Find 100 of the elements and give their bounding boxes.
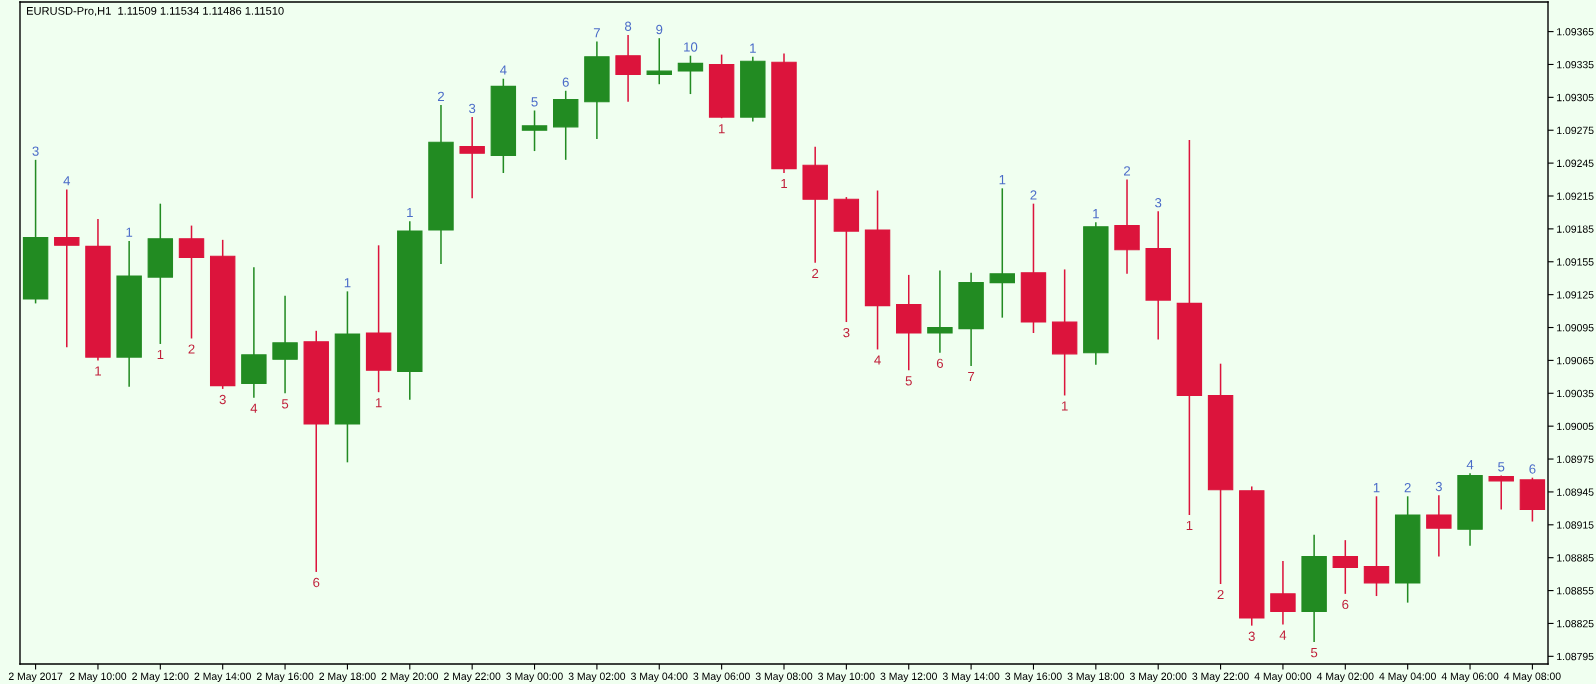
annotation: 4 <box>1466 460 1474 470</box>
annotation: 3 <box>1155 198 1162 208</box>
x-tick-label: 4 May 08:00 <box>1503 672 1561 683</box>
annotation: 1 <box>999 175 1006 185</box>
x-tick-label: 3 May 14:00 <box>942 672 1000 683</box>
y-tick-label: 1.08855 <box>1557 587 1594 595</box>
annotation: 4 <box>63 176 71 186</box>
x-tick-label: 4 May 02:00 <box>1316 672 1374 683</box>
annotation: 10 <box>684 42 698 52</box>
annotation: 2 <box>437 91 444 101</box>
annotation: 1 <box>718 124 725 134</box>
y-tick-label: 1.09335 <box>1557 60 1594 69</box>
annotation: 7 <box>968 371 975 381</box>
y-tick-label: 1.08885 <box>1557 554 1594 562</box>
x-tick-label: 2 May 10:00 <box>69 672 127 683</box>
candlestick <box>677 54 704 95</box>
annotation: 4 <box>250 403 258 413</box>
annotation: 2 <box>1404 482 1411 493</box>
x-tick-label: 3 May 04:00 <box>631 672 688 683</box>
y-tick-label: 1.09215 <box>1557 192 1594 200</box>
candlestick <box>646 37 672 85</box>
annotation: 6 <box>1342 599 1349 610</box>
y-tick-label: 1.09005 <box>1557 422 1594 431</box>
annotation: 3 <box>1435 481 1442 492</box>
candlestick <box>459 116 485 199</box>
annotation: 3 <box>32 146 39 156</box>
annotation: 5 <box>1310 648 1318 658</box>
candlestick <box>521 109 548 152</box>
y-tick-label: 1.08825 <box>1557 619 1594 628</box>
x-tick-label: 2 May 16:00 <box>256 672 314 683</box>
x-tick-label: 2 May 12:00 <box>132 672 189 683</box>
annotation: 6 <box>313 577 320 588</box>
annotation: 7 <box>593 28 600 38</box>
y-tick-label: 1.08795 <box>1557 652 1594 661</box>
annotation: 3 <box>843 327 850 338</box>
y-tick-label: 1.09065 <box>1557 356 1594 365</box>
y-tick-label: 1.09035 <box>1557 389 1594 398</box>
annotation: 3 <box>1248 631 1255 641</box>
y-tick-label: 1.08945 <box>1557 488 1594 496</box>
x-tick-label: 3 May 02:00 <box>568 672 626 683</box>
candlestick <box>989 187 1016 319</box>
x-tick-label: 2 May 20:00 <box>381 672 439 683</box>
y-tick-label: 1.09155 <box>1557 258 1594 266</box>
annotation: 1 <box>407 208 413 218</box>
annotation: 1 <box>126 227 133 237</box>
x-tick-label: 3 May 06:00 <box>693 672 750 683</box>
y-tick-label: 1.09185 <box>1557 225 1594 233</box>
annotation: 1 <box>1061 401 1068 411</box>
x-tick-label: 4 May 04:00 <box>1379 672 1436 683</box>
candlestick <box>54 188 80 349</box>
annotation: 5 <box>1498 462 1505 472</box>
annotation: 4 <box>499 65 507 75</box>
annotation: 6 <box>562 77 569 87</box>
annotation: 5 <box>905 376 912 386</box>
annotation: 1 <box>375 398 382 408</box>
annotation: 4 <box>1279 630 1287 640</box>
annotation: 3 <box>469 103 476 114</box>
annotation: 1 <box>1093 209 1099 219</box>
x-tick-label: 3 May 08:00 <box>755 672 813 683</box>
chart-title: EURUSD-Pro,H1 1.11509 1.11534 1.11486 1.11510 <box>27 6 284 17</box>
y-tick-label: 1.09275 <box>1557 126 1594 135</box>
x-tick-label: 2 May 22:00 <box>444 672 501 683</box>
x-tick-label: 3 May 20:00 <box>1129 672 1187 683</box>
y-tick-label: 1.08915 <box>1557 521 1594 529</box>
annotation: 9 <box>656 24 663 35</box>
x-tick-label: 4 May 00:00 <box>1254 672 1312 683</box>
candlestick <box>1488 474 1514 511</box>
annotation: 5 <box>281 399 289 409</box>
annotation: 4 <box>874 355 881 365</box>
x-tick-label: 4 May 06:00 <box>1441 672 1499 683</box>
annotation: 3 <box>219 394 226 405</box>
x-tick-label: 3 May 22:00 <box>1192 672 1249 683</box>
annotation: 5 <box>531 97 538 107</box>
annotation: 2 <box>1217 589 1224 600</box>
x-tick-label: 3 May 12:00 <box>880 672 937 683</box>
y-tick-label: 1.09125 <box>1557 291 1594 299</box>
annotation: 6 <box>936 358 944 368</box>
annotation: 6 <box>1529 464 1536 474</box>
x-tick-label: 3 May 18:00 <box>1067 672 1125 683</box>
y-tick-label: 1.09095 <box>1557 324 1594 332</box>
y-tick-label: 1.09365 <box>1557 28 1594 36</box>
annotation: 8 <box>624 21 632 31</box>
y-tick-label: 1.08975 <box>1557 455 1594 463</box>
annotation: 1 <box>781 179 788 189</box>
annotation: 1 <box>1186 520 1193 531</box>
x-tick-label: 3 May 16:00 <box>1005 672 1062 683</box>
y-tick-label: 1.09245 <box>1557 159 1594 167</box>
annotation: 1 <box>344 278 351 288</box>
x-tick-label: 2 May 14:00 <box>194 672 251 683</box>
annotation: 2 <box>1124 166 1131 176</box>
x-tick-label: 3 May 10:00 <box>818 672 875 683</box>
x-tick-label: 2 May 18:00 <box>319 672 376 683</box>
x-tick-label: 3 May 00:00 <box>506 672 563 683</box>
annotation: 2 <box>812 268 819 278</box>
annotation: 1 <box>95 366 101 376</box>
x-tick-label: 2 May 2017 <box>8 672 63 683</box>
annotation: 1 <box>157 350 164 360</box>
y-tick-label: 1.09305 <box>1557 93 1594 102</box>
candlestick <box>927 269 953 354</box>
annotation: 1 <box>1373 483 1380 493</box>
